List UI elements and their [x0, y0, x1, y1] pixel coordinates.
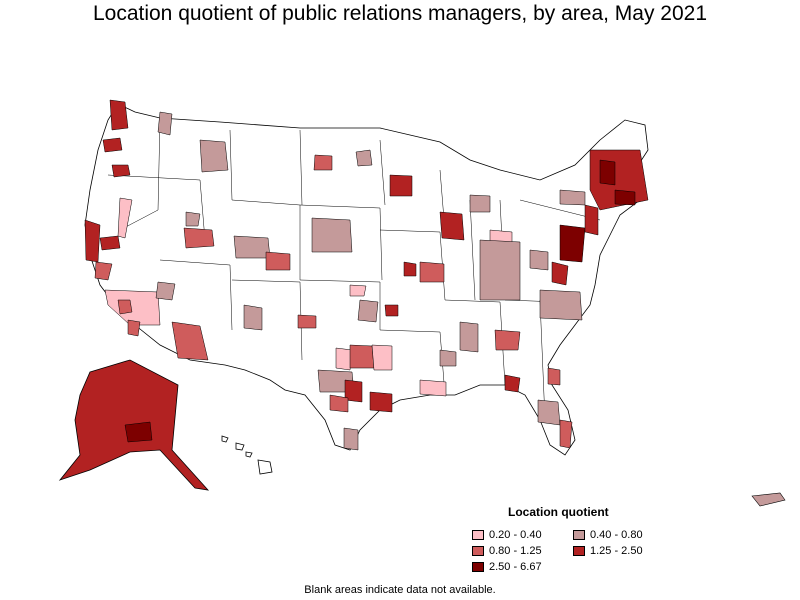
legend-item-0: 0.20 - 0.40	[472, 529, 542, 541]
legend-label-3: 1.25 - 2.50	[590, 545, 643, 557]
legend-swatch-4	[472, 562, 484, 572]
legend-item-4: 2.50 - 6.67	[472, 561, 542, 573]
legend-item-1: 0.40 - 0.80	[573, 529, 643, 541]
alaska-anchorage	[124, 421, 153, 443]
legend-title: Location quotient	[508, 505, 609, 519]
legend-item-2: 0.80 - 1.25	[472, 545, 542, 557]
footnote: Blank areas indicate data not available.	[304, 584, 496, 596]
hawaii	[221, 435, 273, 475]
shaded-areas	[84, 99, 649, 451]
state-borders	[107, 117, 601, 421]
contiguous-us-outline	[84, 103, 649, 456]
map-title: Location quotient of public relations ma…	[92, 2, 708, 25]
legend-label-2: 0.80 - 1.25	[489, 545, 542, 557]
legend-label-4: 2.50 - 6.67	[489, 561, 542, 573]
legend-item-3: 1.25 - 2.50	[573, 545, 643, 557]
legend-swatch-1	[573, 530, 585, 540]
legend-swatch-2	[472, 546, 484, 556]
legend-label-0: 0.20 - 0.40	[489, 529, 542, 541]
legend-label-1: 0.40 - 0.80	[590, 529, 643, 541]
legend-swatch-0	[472, 530, 484, 540]
puerto-rico	[751, 492, 786, 507]
legend-swatch-3	[573, 546, 585, 556]
